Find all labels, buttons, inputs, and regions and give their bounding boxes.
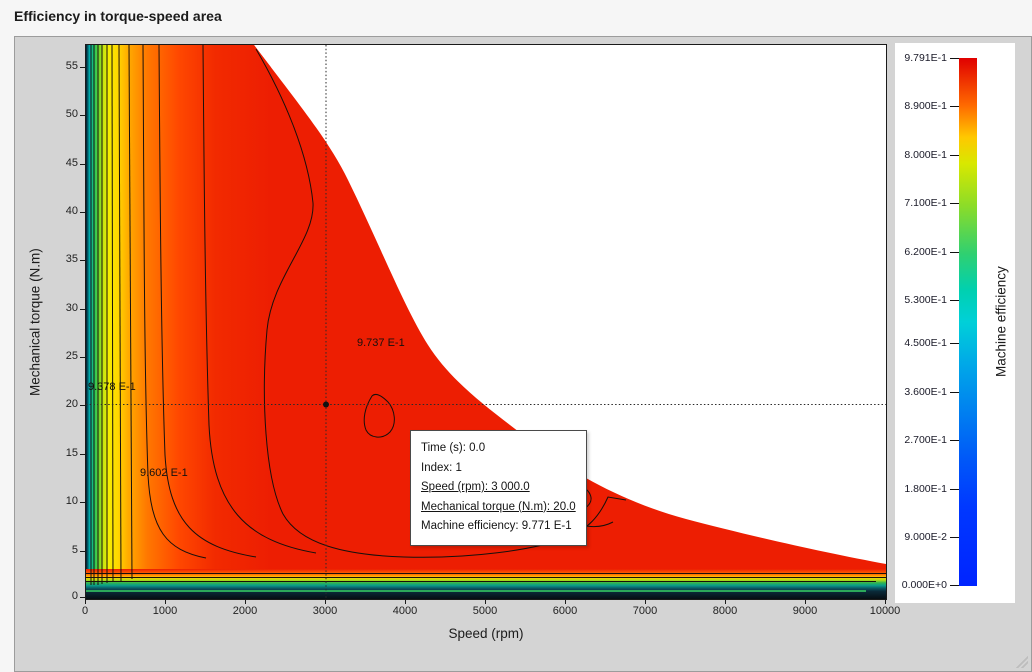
x-tick bbox=[85, 600, 86, 604]
colorbar-tick bbox=[950, 203, 959, 204]
crosshair[interactable] bbox=[86, 45, 886, 599]
colorbar-tick bbox=[950, 440, 959, 441]
y-tick-label: 40 bbox=[65, 205, 78, 217]
colorbar-tick-label: 8.900E-1 bbox=[904, 100, 947, 112]
y-tick-label: 35 bbox=[65, 253, 78, 265]
colorbar-tick-label: 7.100E-1 bbox=[904, 197, 947, 209]
colorbar-tick bbox=[950, 300, 959, 301]
x-tick-label: 1000 bbox=[152, 605, 178, 617]
colorbar-tick bbox=[950, 489, 959, 490]
contour-label: 9.737 E-1 bbox=[357, 337, 405, 349]
y-tick bbox=[80, 260, 85, 261]
cursor-tooltip: Time (s): 0.0 Index: 1 Speed (rpm): 3 00… bbox=[410, 430, 587, 546]
contour-lines bbox=[86, 45, 886, 592]
x-tick-label: 2000 bbox=[232, 605, 258, 617]
colorbar-tick-label: 4.500E-1 bbox=[904, 337, 947, 349]
contour-label: 9.602 E-1 bbox=[140, 467, 188, 479]
colorbar-tick bbox=[950, 58, 959, 59]
y-axis-title: Mechanical torque (N.m) bbox=[27, 248, 43, 396]
y-tick-label: 20 bbox=[65, 398, 78, 410]
x-tick-label: 4000 bbox=[392, 605, 418, 617]
x-tick-label: 8000 bbox=[712, 605, 738, 617]
x-tick bbox=[245, 600, 246, 604]
x-tick-label: 3000 bbox=[312, 605, 338, 617]
y-tick bbox=[80, 502, 85, 503]
colorbar-tick-label: 2.700E-1 bbox=[904, 434, 947, 446]
y-tick-label: 25 bbox=[65, 350, 78, 362]
colorbar-panel: 9.791E-1 8.900E-1 8.000E-1 7.100E-1 6.20… bbox=[895, 43, 1015, 603]
x-tick bbox=[565, 600, 566, 604]
colorbar-tick bbox=[950, 343, 959, 344]
colorbar-tick-label: 8.000E-1 bbox=[904, 149, 947, 161]
colorbar-tick bbox=[950, 537, 959, 538]
colorbar-tick-label: 5.300E-1 bbox=[904, 294, 947, 306]
y-tick bbox=[80, 67, 85, 68]
x-tick bbox=[485, 600, 486, 604]
x-tick bbox=[725, 600, 726, 604]
colorbar-tick-label: 3.600E-1 bbox=[904, 386, 947, 398]
x-axis-title: Speed (rpm) bbox=[448, 626, 524, 641]
y-tick bbox=[80, 405, 85, 406]
x-tick bbox=[885, 600, 886, 604]
chart-panel: 9.378 E-1 9.602 E-1 9.737 E-1 Time (s): … bbox=[14, 36, 1032, 672]
y-tick-label: 0 bbox=[71, 590, 78, 602]
x-tick bbox=[805, 600, 806, 604]
tooltip-efficiency: Machine efficiency: 9.771 E-1 bbox=[421, 520, 572, 532]
x-tick-label: 6000 bbox=[552, 605, 578, 617]
y-tick-label: 45 bbox=[65, 157, 78, 169]
y-tick bbox=[80, 551, 85, 552]
y-tick-label: 50 bbox=[65, 108, 78, 120]
y-tick bbox=[80, 164, 85, 165]
y-tick bbox=[80, 115, 85, 116]
contour-label: 9.378 E-1 bbox=[88, 381, 136, 393]
x-tick bbox=[645, 600, 646, 604]
y-tick-label: 10 bbox=[65, 495, 78, 507]
efficiency-envelope-region bbox=[86, 45, 886, 587]
y-tick-label: 15 bbox=[65, 447, 78, 459]
colorbar-title: Machine efficiency bbox=[993, 266, 1009, 378]
colorbar-tick bbox=[950, 252, 959, 253]
x-tick-label: 9000 bbox=[792, 605, 818, 617]
y-tick bbox=[80, 309, 85, 310]
x-tick-label: 10000 bbox=[869, 605, 901, 617]
colorbar-tick-label: 6.200E-1 bbox=[904, 246, 947, 258]
low-speed-gradient-band bbox=[86, 45, 271, 587]
tooltip-torque: Mechanical torque (N.m): 20.0 bbox=[421, 500, 576, 513]
x-tick-label: 0 bbox=[81, 605, 89, 617]
y-tick-label: 5 bbox=[71, 544, 78, 556]
plot-area[interactable]: 9.378 E-1 9.602 E-1 9.737 E-1 Time (s): … bbox=[85, 44, 887, 600]
cursor-point-marker[interactable] bbox=[323, 401, 329, 408]
y-tick-label: 55 bbox=[65, 60, 78, 72]
colorbar-tick-label: 0.000E+0 bbox=[901, 579, 947, 591]
tooltip-index: Index: 1 bbox=[421, 461, 462, 474]
colorbar-tick bbox=[950, 155, 959, 156]
resize-grip[interactable] bbox=[1016, 656, 1028, 668]
x-tick bbox=[325, 600, 326, 604]
colorbar-tick-label: 1.800E-1 bbox=[904, 483, 947, 495]
tooltip-time: Time (s): 0.0 bbox=[421, 442, 486, 454]
colorbar-gradient bbox=[959, 58, 977, 586]
colorbar-tick-label: 9.000E-2 bbox=[904, 531, 947, 543]
page-title: Efficiency in torque-speed area bbox=[14, 8, 222, 24]
x-tick-label: 5000 bbox=[472, 605, 498, 617]
x-tick-label: 7000 bbox=[632, 605, 658, 617]
x-tick bbox=[405, 600, 406, 604]
y-tick bbox=[80, 357, 85, 358]
y-tick bbox=[80, 212, 85, 213]
colorbar-tick bbox=[950, 392, 959, 393]
y-tick bbox=[80, 597, 85, 598]
y-tick bbox=[80, 454, 85, 455]
colorbar-tick-label: 9.791E-1 bbox=[904, 52, 947, 64]
tooltip-speed: Speed (rpm): 3 000.0 bbox=[421, 481, 530, 493]
efficiency-map-canvas bbox=[86, 45, 886, 599]
y-tick-label: 30 bbox=[65, 302, 78, 314]
x-tick bbox=[165, 600, 166, 604]
colorbar-tick bbox=[950, 106, 959, 107]
colorbar-tick bbox=[950, 585, 959, 586]
